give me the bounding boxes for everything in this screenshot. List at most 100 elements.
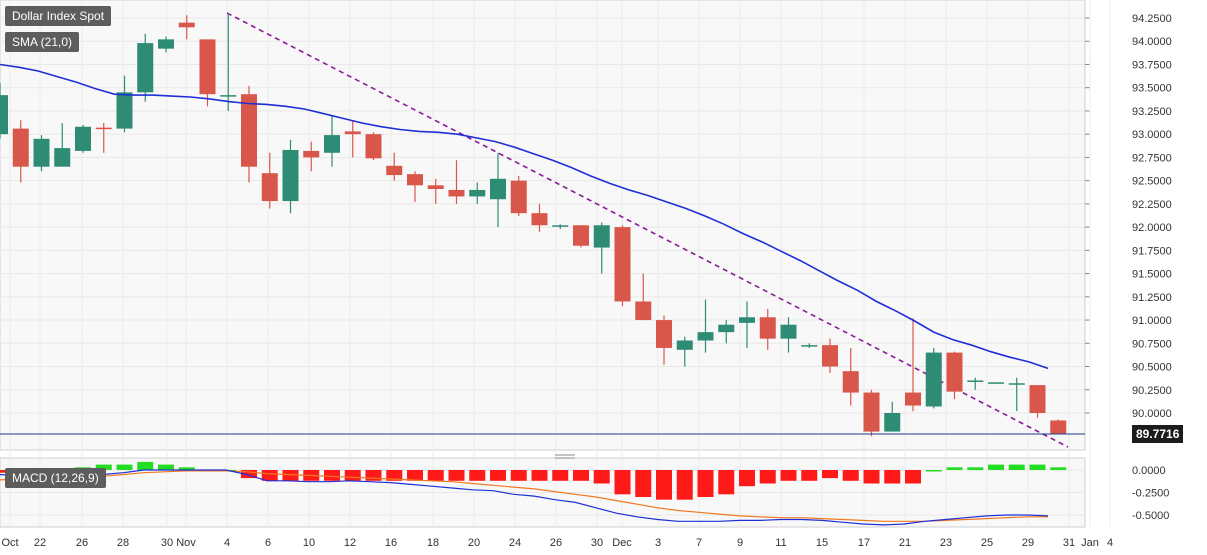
candle-body <box>199 39 216 95</box>
macd-histogram-bar <box>282 470 299 481</box>
candle <box>801 343 818 348</box>
candle-body <box>261 173 278 202</box>
x-tick-label: 24 <box>509 537 521 549</box>
macd-histogram-bar <box>759 470 776 484</box>
y-tick-label: 94.0000 <box>1132 36 1172 48</box>
candle-body <box>490 178 506 200</box>
candle-body <box>531 213 548 226</box>
y-tick-label: 93.7500 <box>1132 59 1172 71</box>
candle <box>759 308 776 350</box>
y-tick-label: 90.7500 <box>1132 338 1172 350</box>
candle <box>241 85 257 183</box>
x-tick-label: 30 <box>161 537 173 549</box>
y-tick-label: 90.0000 <box>1132 408 1172 420</box>
candle <box>676 336 693 367</box>
macd-histogram-bar <box>448 470 465 481</box>
candle <box>1008 377 1025 412</box>
macd-y-tick-label: -0.2500 <box>1132 488 1169 500</box>
candle <box>718 320 735 344</box>
x-tick-label: 4 <box>1107 537 1113 549</box>
y-tick-label: 92.0000 <box>1132 222 1172 234</box>
x-tick-label: 4 <box>224 537 230 549</box>
x-tick-label: 3 <box>655 537 661 549</box>
macd-histogram-bar <box>261 470 278 481</box>
candle-body <box>988 382 1004 384</box>
candle <box>884 401 901 432</box>
macd-histogram-bar <box>324 470 340 481</box>
x-tick-label: 29 <box>1022 537 1034 549</box>
x-tick-label: 6 <box>265 537 271 549</box>
candle-body <box>614 227 631 302</box>
y-tick-label: 90.5000 <box>1132 362 1172 374</box>
y-tick-label: 93.2500 <box>1132 106 1172 118</box>
candle-body <box>33 138 50 167</box>
candle <box>1050 419 1067 434</box>
macd-histogram-bar <box>1050 467 1067 470</box>
candle <box>697 299 714 353</box>
macd-histogram-bar <box>469 470 486 481</box>
macd-histogram-bar <box>946 467 963 470</box>
candle <box>116 75 133 133</box>
candle-body <box>822 345 838 367</box>
candle <box>54 123 71 167</box>
candle-body <box>697 332 714 341</box>
x-tick-label: 22 <box>34 537 46 549</box>
candle <box>614 225 631 307</box>
candle-body <box>448 189 465 197</box>
candle <box>988 382 1004 384</box>
candle-body <box>635 301 652 321</box>
candle <box>261 152 278 209</box>
x-tick-label: 7 <box>696 537 702 549</box>
candle-body <box>573 225 589 246</box>
candle <box>448 160 465 204</box>
macd-histogram-bar <box>718 470 735 495</box>
macd-histogram-bar <box>490 470 506 481</box>
candle-body <box>925 352 942 407</box>
candle-body <box>656 320 672 348</box>
candle-body <box>884 413 901 432</box>
macd-histogram-bar <box>739 470 755 487</box>
candle-body <box>739 317 755 323</box>
macd-histogram-bar <box>780 470 797 481</box>
macd-histogram-bar <box>510 470 527 481</box>
macd-histogram-bar <box>801 470 818 481</box>
y-tick-label: 91.0000 <box>1132 315 1172 327</box>
macd-histogram-bar <box>656 470 672 500</box>
candle <box>656 315 672 365</box>
y-tick-label: 91.7500 <box>1132 245 1172 257</box>
candle <box>407 171 423 203</box>
candle <box>344 120 361 158</box>
candle-body <box>386 165 403 176</box>
y-tick-label: 91.5000 <box>1132 269 1172 281</box>
candle <box>573 225 589 248</box>
y-tick-label: 91.2500 <box>1132 292 1172 304</box>
candle <box>510 176 527 216</box>
x-tick-label: 31 <box>1063 537 1075 549</box>
candle <box>178 15 195 40</box>
macd-histogram-bar <box>365 470 382 481</box>
macd-histogram-bar <box>884 470 901 484</box>
macd-histogram-bar <box>407 470 423 481</box>
candle-body <box>220 95 237 97</box>
candle <box>282 139 299 214</box>
y-tick-label: 94.2500 <box>1132 13 1172 25</box>
candle <box>946 351 963 400</box>
candle-body <box>469 189 486 197</box>
macd-histogram-bar <box>344 470 361 481</box>
candle-body <box>718 324 735 333</box>
x-tick-label: 21 <box>899 537 911 549</box>
candle-body <box>759 317 776 339</box>
x-tick-label: 11 <box>775 537 786 549</box>
candle-body <box>241 94 257 167</box>
y-tick-label: 92.2500 <box>1132 199 1172 211</box>
x-tick-label: 16 <box>385 537 397 549</box>
candle <box>635 273 652 321</box>
candle <box>137 33 154 102</box>
macd-histogram-bar <box>158 464 174 470</box>
candle <box>469 182 486 204</box>
candle-body <box>552 225 569 227</box>
candle <box>490 152 506 228</box>
candle-body <box>158 39 174 49</box>
x-tick-label: 28 <box>117 537 129 549</box>
